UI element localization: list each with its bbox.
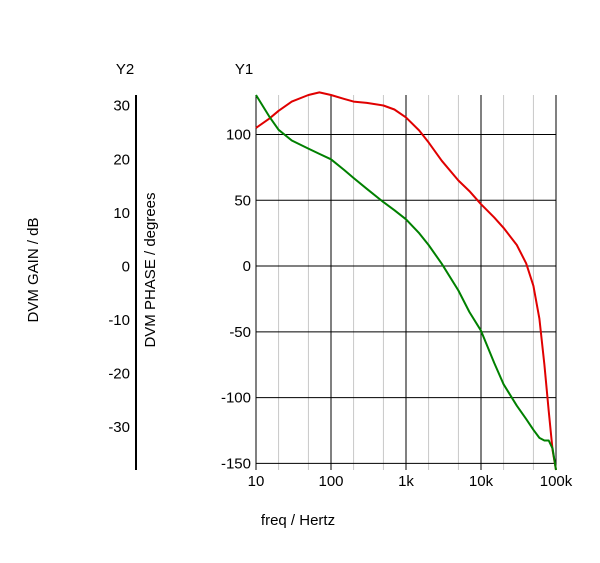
y1-axis-title: Y1 (235, 61, 253, 78)
x-tick-label: 100 (318, 473, 343, 490)
series-line-1 (255, 91, 557, 471)
y2-tick-label: -10 (108, 312, 130, 329)
x-tick-label: 10 (248, 473, 265, 490)
y2-tick-label: -30 (108, 419, 130, 436)
y2-axis-label: DVM GAIN / dB (25, 217, 42, 322)
y1-tick-label: 0 (243, 258, 251, 275)
y1-tick-label: 100 (226, 126, 251, 143)
y2-tick-label: 30 (113, 98, 130, 115)
y1-tick-label: -50 (229, 324, 251, 341)
y2-tick-labels: 30 20 10 0 -10 -20 -30 (108, 98, 130, 436)
series-layer (255, 91, 557, 471)
grid (255, 95, 557, 470)
y1-tick-label: -150 (221, 455, 251, 472)
x-tick-label: 10k (469, 473, 494, 490)
y1-tick-labels: 100 50 0 -50 -100 -150 (221, 126, 251, 472)
y1-tick-label: -100 (221, 390, 251, 407)
series-line-2 (255, 94, 557, 471)
y2-tick-label: 0 (122, 258, 130, 275)
x-axis-label: freq / Hertz (261, 512, 335, 529)
y1-tick-label: 50 (234, 192, 251, 209)
y2-tick-label: 20 (113, 151, 130, 168)
y2-tick-label: 10 (113, 205, 130, 222)
y2-axis-title: Y2 (116, 61, 134, 78)
y1-axis-label: DVM PHASE / degrees (142, 192, 159, 347)
y2-tick-label: -20 (108, 366, 130, 383)
x-tick-labels: 10 100 1k 10k 100k (248, 473, 573, 490)
x-tick-label: 100k (540, 473, 573, 490)
x-tick-label: 1k (398, 473, 414, 490)
